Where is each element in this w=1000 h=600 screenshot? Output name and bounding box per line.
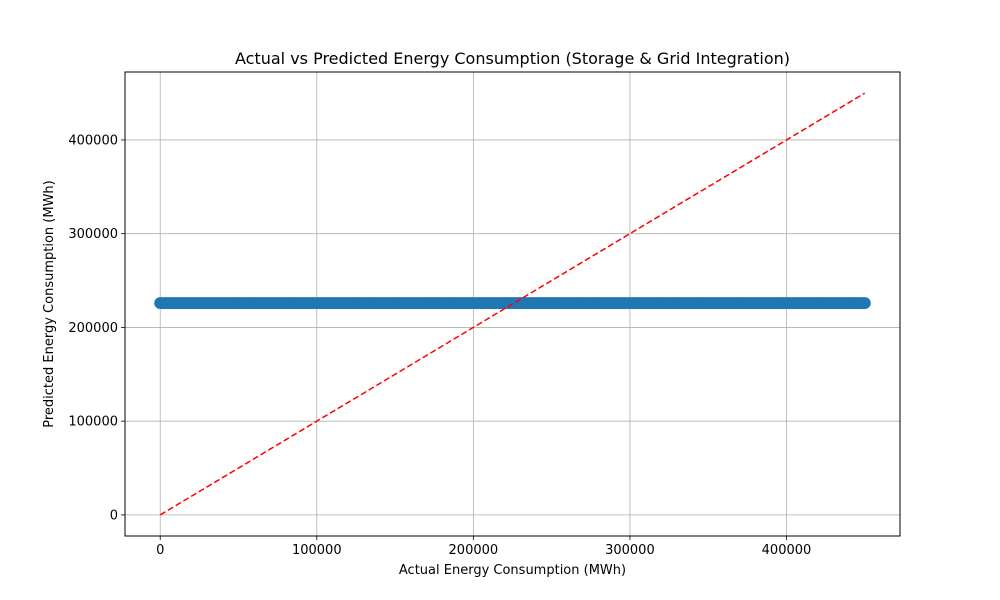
x-tick-label: 400000 [762, 543, 812, 558]
y-tick-label: 200000 [68, 321, 118, 336]
x-ticks: 0 100000 200000 300000 400000 [156, 536, 811, 558]
scatter-points [154, 297, 871, 310]
y-tick-label: 0 [110, 508, 118, 523]
x-tick-label: 200000 [449, 543, 499, 558]
scatter-point [858, 297, 871, 310]
chart-title: Actual vs Predicted Energy Consumption (… [235, 49, 790, 68]
x-axis-label: Actual Energy Consumption (MWh) [399, 563, 626, 578]
y-axis-label: Predicted Energy Consumption (MWh) [42, 180, 57, 428]
y-ticks: 0 100000 200000 300000 400000 [68, 133, 125, 523]
x-tick-label: 100000 [292, 543, 342, 558]
x-tick-label: 0 [156, 543, 164, 558]
y-tick-label: 100000 [68, 415, 118, 430]
plot-frame [124, 71, 901, 537]
reference-line [159, 92, 866, 516]
y-tick-label: 400000 [68, 133, 118, 148]
ideal-fit-line [159, 92, 866, 516]
x-tick-label: 300000 [605, 543, 655, 558]
y-tick-label: 300000 [68, 227, 118, 242]
